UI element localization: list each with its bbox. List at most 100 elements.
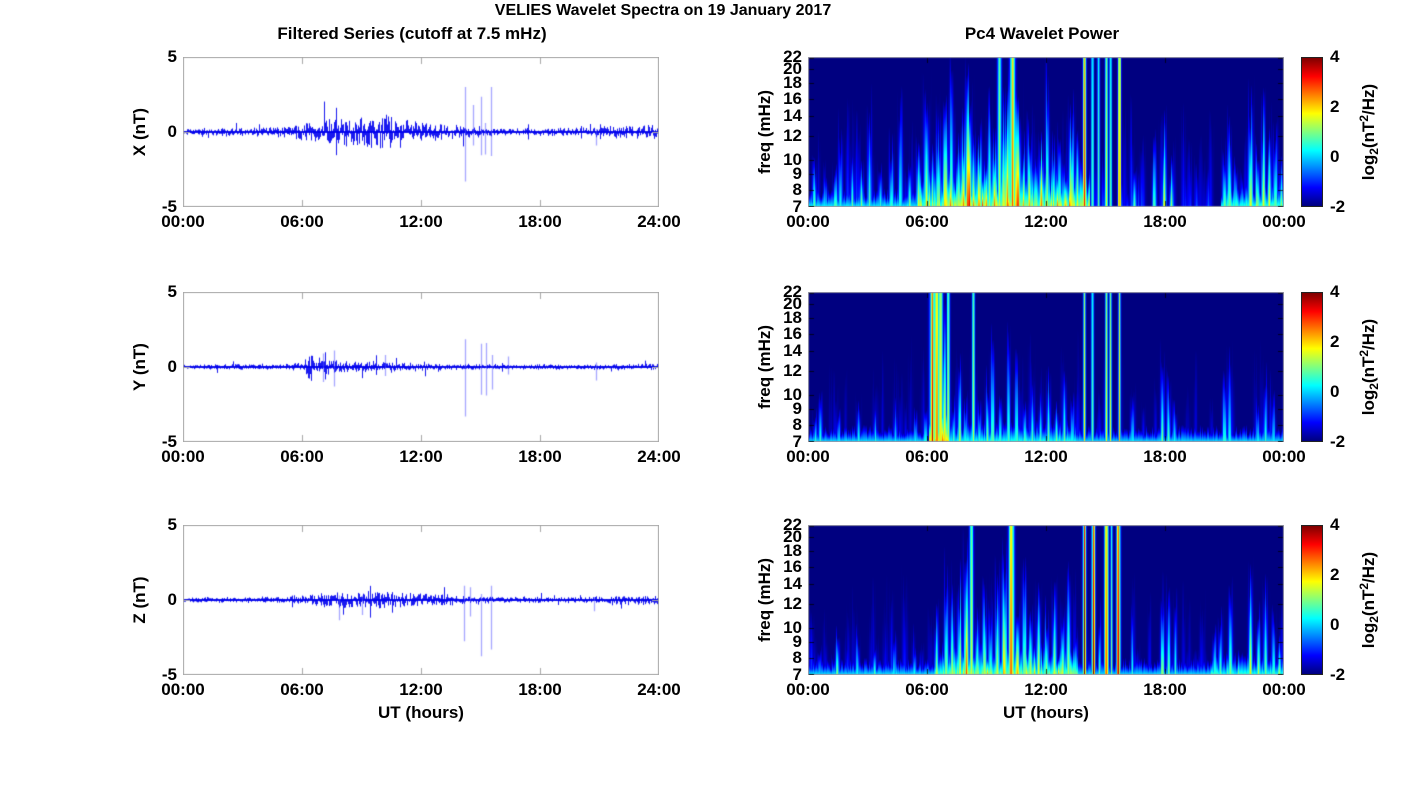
freq-tick-label: 22 bbox=[783, 282, 802, 301]
colorbar-tick-label: -2 bbox=[1330, 665, 1346, 684]
filtered-series-panel-x-filtered-series bbox=[183, 57, 659, 207]
colorbar-label-part: 2 bbox=[1367, 148, 1381, 155]
freq-tick-label: 9 bbox=[792, 632, 802, 652]
time-tick-label: 06:00 bbox=[905, 447, 949, 466]
time-tick-label: 06:00 bbox=[280, 212, 324, 231]
time-tick-label: 12:00 bbox=[1024, 212, 1068, 231]
time-tick-label: 06:00 bbox=[905, 680, 949, 699]
colorbar-label-part: 2 bbox=[1367, 383, 1381, 390]
time-tick-label: 12:00 bbox=[1024, 680, 1068, 699]
y-axis-label-z-filtered-series: Z (nT) bbox=[130, 576, 149, 624]
colorbar-label: log2(nT2/Hz) bbox=[1353, 520, 1381, 680]
colorbar-label-part: (nT bbox=[1359, 121, 1378, 149]
y-wavelet-power-canvas bbox=[808, 292, 1284, 442]
y-axis-label-y-filtered-series: Y (nT) bbox=[130, 343, 149, 391]
time-tick-label: 06:00 bbox=[905, 212, 949, 231]
time-tick-label: 12:00 bbox=[399, 680, 443, 699]
z-filtered-series-canvas bbox=[183, 525, 659, 675]
right-column-title: Pc4 Wavelet Power bbox=[964, 24, 1120, 43]
y-axis-tick-label: 5 bbox=[167, 515, 177, 534]
y-axis-tick-label: 0 bbox=[167, 590, 177, 609]
colorbar-tick-label: 2 bbox=[1330, 97, 1340, 116]
freq-axis-label-z-wavelet-power: freq (mHz) bbox=[755, 557, 774, 643]
colorbar-label-part: 2 bbox=[1367, 616, 1381, 623]
freq-tick-label: 22 bbox=[783, 47, 802, 66]
colorbar-label-part: /Hz) bbox=[1359, 551, 1378, 583]
wavelet-power-panel-x-wavelet-power bbox=[808, 57, 1284, 207]
filtered-series-panel-y-filtered-series bbox=[183, 292, 659, 442]
freq-tick-label: 10 bbox=[783, 385, 802, 405]
freq-tick-label: 7 bbox=[792, 432, 802, 451]
colorbar-label-part: log bbox=[1359, 389, 1378, 416]
time-tick-label: 18:00 bbox=[518, 212, 562, 231]
freq-tick-label: 16 bbox=[783, 556, 802, 576]
time-tick-label: 00:00 bbox=[786, 680, 830, 699]
figure-title: VELIES Wavelet Spectra on 19 January 201… bbox=[494, 2, 832, 19]
colorbar-label-part: /Hz) bbox=[1359, 318, 1378, 350]
time-tick-label: 06:00 bbox=[280, 680, 324, 699]
colorbar-label-part: 2 bbox=[1357, 349, 1371, 357]
freq-tick-label: 10 bbox=[783, 618, 802, 638]
freq-tick-label: 12 bbox=[783, 126, 802, 146]
x-wavelet-power-canvas bbox=[808, 57, 1284, 207]
colorbar bbox=[1301, 525, 1323, 675]
freq-tick-label: 16 bbox=[783, 323, 802, 343]
freq-tick-label: 20 bbox=[783, 59, 802, 79]
freq-axis-label-y-wavelet-power: freq (mHz) bbox=[755, 324, 774, 410]
time-tick-label: 00:00 bbox=[161, 212, 205, 231]
colorbar-tick-label: 2 bbox=[1330, 332, 1340, 351]
freq-tick-label: 20 bbox=[783, 294, 802, 314]
time-tick-label: 00:00 bbox=[1262, 212, 1306, 231]
freq-tick-label: 14 bbox=[783, 574, 802, 594]
z-wavelet-power-canvas bbox=[808, 525, 1284, 675]
colorbar-tick-label: -2 bbox=[1330, 432, 1346, 451]
freq-tick-label: 14 bbox=[783, 106, 802, 126]
time-tick-label: 18:00 bbox=[518, 447, 562, 466]
time-tick-label: 18:00 bbox=[1143, 447, 1187, 466]
time-tick-label: 00:00 bbox=[1262, 680, 1306, 699]
time-tick-label: 18:00 bbox=[1143, 212, 1187, 231]
wavelet-power-panel-y-wavelet-power bbox=[808, 292, 1284, 442]
time-tick-label: 12:00 bbox=[1024, 447, 1068, 466]
left-column-title: Filtered Series (cutoff at 7.5 mHz) bbox=[277, 24, 547, 43]
left-x-axis-label: UT (hours) bbox=[378, 703, 464, 722]
time-tick-label: 00:00 bbox=[161, 447, 205, 466]
freq-tick-label: 22 bbox=[783, 515, 802, 534]
filtered-series-panel-z-filtered-series bbox=[183, 525, 659, 675]
time-tick-label: 00:00 bbox=[1262, 447, 1306, 466]
time-tick-label: 06:00 bbox=[280, 447, 324, 466]
freq-tick-label: 12 bbox=[783, 594, 802, 614]
freq-tick-label: 7 bbox=[792, 665, 802, 684]
time-tick-label: 12:00 bbox=[399, 212, 443, 231]
freq-tick-label: 18 bbox=[783, 308, 802, 328]
colorbar bbox=[1301, 57, 1323, 207]
colorbar-tick-label: 0 bbox=[1330, 382, 1340, 401]
y-axis-tick-label: 5 bbox=[167, 47, 177, 66]
y-axis-tick-label: -5 bbox=[161, 197, 177, 216]
time-tick-label: 00:00 bbox=[786, 212, 830, 231]
colorbar-tick-label: 0 bbox=[1330, 147, 1340, 166]
freq-axis-label-x-wavelet-power: freq (mHz) bbox=[755, 89, 774, 175]
wavelet-power-panel-z-wavelet-power bbox=[808, 525, 1284, 675]
colorbar-tick-label: 4 bbox=[1330, 515, 1340, 534]
freq-tick-label: 18 bbox=[783, 541, 802, 561]
freq-tick-label: 9 bbox=[792, 164, 802, 184]
freq-tick-label: 8 bbox=[792, 414, 802, 434]
time-tick-label: 18:00 bbox=[518, 680, 562, 699]
colorbar-label: log2(nT2/Hz) bbox=[1353, 287, 1381, 447]
y-axis-tick-label: -5 bbox=[161, 665, 177, 684]
colorbar bbox=[1301, 292, 1323, 442]
freq-tick-label: 12 bbox=[783, 361, 802, 381]
freq-tick-label: 9 bbox=[792, 399, 802, 419]
time-tick-label: 24:00 bbox=[637, 212, 681, 231]
colorbar-tick-label: 4 bbox=[1330, 282, 1340, 301]
freq-tick-label: 8 bbox=[792, 647, 802, 667]
y-axis-label-x-filtered-series: X (nT) bbox=[130, 107, 149, 157]
colorbar-label-part: 2 bbox=[1357, 582, 1371, 590]
colorbar-tick-label: -2 bbox=[1330, 197, 1346, 216]
colorbar-tick-label: 4 bbox=[1330, 47, 1340, 66]
time-tick-label: 00:00 bbox=[786, 447, 830, 466]
time-tick-label: 24:00 bbox=[637, 447, 681, 466]
colorbar-label-part: (nT bbox=[1359, 356, 1378, 384]
